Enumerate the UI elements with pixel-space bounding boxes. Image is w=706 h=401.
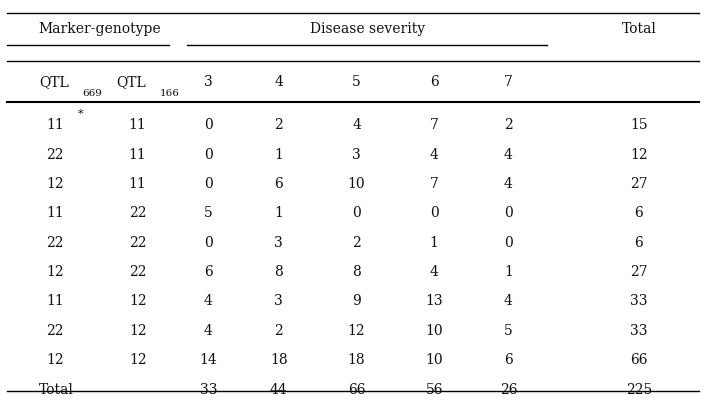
Text: 56: 56 xyxy=(426,382,443,395)
Text: 22: 22 xyxy=(46,323,64,337)
Text: 22: 22 xyxy=(129,206,146,220)
Text: 18: 18 xyxy=(270,352,287,366)
Text: 6: 6 xyxy=(635,206,643,220)
Text: 4: 4 xyxy=(504,294,513,308)
Text: 12: 12 xyxy=(630,148,647,161)
Text: 33: 33 xyxy=(630,294,647,308)
Text: 166: 166 xyxy=(160,89,180,98)
Text: 22: 22 xyxy=(46,148,64,161)
Text: 11: 11 xyxy=(46,206,64,220)
Text: 4: 4 xyxy=(352,118,361,132)
Text: QTL: QTL xyxy=(116,75,146,89)
Text: 12: 12 xyxy=(348,323,365,337)
Text: 11: 11 xyxy=(128,118,147,132)
Text: 5: 5 xyxy=(504,323,513,337)
Text: 9: 9 xyxy=(352,294,361,308)
Text: 11: 11 xyxy=(128,177,147,190)
Text: 8: 8 xyxy=(275,265,283,278)
Text: 4: 4 xyxy=(504,148,513,161)
Text: 6: 6 xyxy=(275,177,283,190)
Text: 1: 1 xyxy=(275,206,283,220)
Text: 4: 4 xyxy=(430,265,438,278)
Text: 66: 66 xyxy=(630,352,647,366)
Text: Disease severity: Disease severity xyxy=(309,22,425,36)
Text: 33: 33 xyxy=(630,323,647,337)
Text: 0: 0 xyxy=(504,206,513,220)
Text: 22: 22 xyxy=(129,235,146,249)
Text: 0: 0 xyxy=(430,206,438,220)
Text: 12: 12 xyxy=(46,265,64,278)
Text: 13: 13 xyxy=(426,294,443,308)
Text: 11: 11 xyxy=(128,148,147,161)
Text: 12: 12 xyxy=(46,177,64,190)
Text: 15: 15 xyxy=(630,118,647,132)
Text: 1: 1 xyxy=(275,148,283,161)
Text: 10: 10 xyxy=(426,352,443,366)
Text: 4: 4 xyxy=(204,323,213,337)
Text: 44: 44 xyxy=(270,382,288,395)
Text: 26: 26 xyxy=(500,382,517,395)
Text: 18: 18 xyxy=(348,352,365,366)
Text: 669: 669 xyxy=(83,89,102,98)
Text: 0: 0 xyxy=(204,177,213,190)
Text: 7: 7 xyxy=(430,177,438,190)
Text: 3: 3 xyxy=(275,235,283,249)
Text: 0: 0 xyxy=(504,235,513,249)
Text: Total: Total xyxy=(621,22,657,36)
Text: 2: 2 xyxy=(504,118,513,132)
Text: 6: 6 xyxy=(430,75,438,89)
Text: 11: 11 xyxy=(46,118,64,132)
Text: 4: 4 xyxy=(204,294,213,308)
Text: 10: 10 xyxy=(348,177,365,190)
Text: 33: 33 xyxy=(200,382,217,395)
Text: 1: 1 xyxy=(430,235,438,249)
Text: 5: 5 xyxy=(204,206,213,220)
Text: 0: 0 xyxy=(204,148,213,161)
Text: 8: 8 xyxy=(352,265,361,278)
Text: 14: 14 xyxy=(199,352,217,366)
Text: 225: 225 xyxy=(626,382,652,395)
Text: 27: 27 xyxy=(630,177,647,190)
Text: 2: 2 xyxy=(275,118,283,132)
Text: 12: 12 xyxy=(129,323,146,337)
Text: 3: 3 xyxy=(204,75,213,89)
Text: Total: Total xyxy=(39,382,73,395)
Text: 4: 4 xyxy=(275,75,283,89)
Text: 12: 12 xyxy=(129,352,146,366)
Text: 3: 3 xyxy=(275,294,283,308)
Text: 6: 6 xyxy=(635,235,643,249)
Text: 0: 0 xyxy=(352,206,361,220)
Text: 6: 6 xyxy=(504,352,513,366)
Text: Marker-genotype: Marker-genotype xyxy=(39,22,162,36)
Text: 6: 6 xyxy=(204,265,213,278)
Text: QTL: QTL xyxy=(39,75,68,89)
Text: 3: 3 xyxy=(352,148,361,161)
Text: 1: 1 xyxy=(504,265,513,278)
Text: 22: 22 xyxy=(46,235,64,249)
Text: 5: 5 xyxy=(352,75,361,89)
Text: 7: 7 xyxy=(430,118,438,132)
Text: 2: 2 xyxy=(275,323,283,337)
Text: 12: 12 xyxy=(46,352,64,366)
Text: 4: 4 xyxy=(430,148,438,161)
Text: 11: 11 xyxy=(46,294,64,308)
Text: 4: 4 xyxy=(504,177,513,190)
Text: 66: 66 xyxy=(348,382,365,395)
Text: 0: 0 xyxy=(204,235,213,249)
Text: *: * xyxy=(78,109,83,119)
Text: 27: 27 xyxy=(630,265,647,278)
Text: 10: 10 xyxy=(426,323,443,337)
Text: 0: 0 xyxy=(204,118,213,132)
Text: 2: 2 xyxy=(352,235,361,249)
Text: 22: 22 xyxy=(129,265,146,278)
Text: 12: 12 xyxy=(129,294,146,308)
Text: 7: 7 xyxy=(504,75,513,89)
